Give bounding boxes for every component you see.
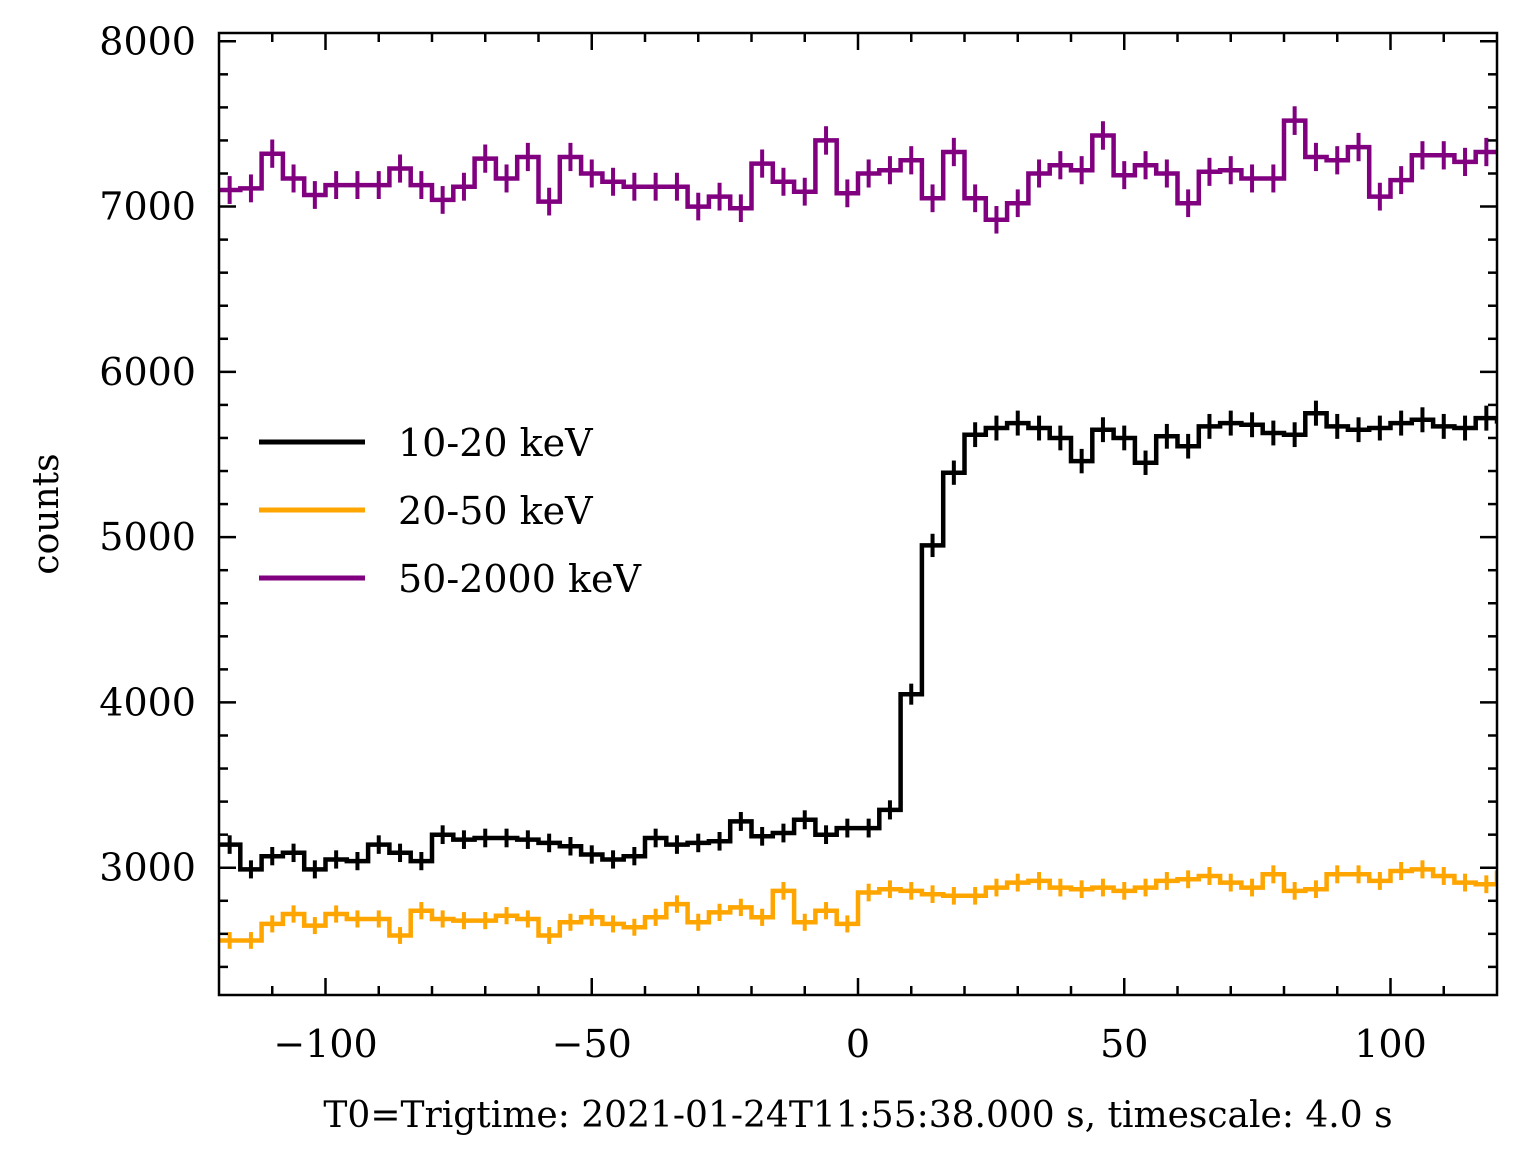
y-tick-label: 8000 — [99, 19, 196, 63]
tick-labels: −100 −50 0 50 100 3000 4000 5000 6000 7000 8000 — [99, 19, 1426, 1066]
x-tick-label: 100 — [1354, 1022, 1427, 1066]
legend: 10-20 keV 20-50 keV 50-2000 keV — [259, 421, 641, 601]
series-50-2000-keV — [219, 106, 1497, 234]
series-line — [219, 867, 1497, 943]
series-20-50-keV — [219, 860, 1497, 949]
ticks-layer — [219, 33, 1497, 995]
y-tick-label: 6000 — [99, 350, 196, 394]
x-tick-label: 50 — [1100, 1022, 1148, 1066]
y-axis-label: counts — [26, 453, 67, 574]
x-tick-label: 0 — [846, 1022, 870, 1066]
legend-label: 20-50 keV — [398, 489, 593, 533]
legend-item: 10-20 keV — [259, 421, 593, 465]
x-axis-label: T0=Trigtime: 2021-01-24T11:55:38.000 s, … — [323, 1095, 1392, 1136]
series-line — [219, 410, 1497, 872]
legend-item: 50-2000 keV — [259, 557, 641, 601]
legend-label: 50-2000 keV — [398, 557, 641, 601]
legend-label: 10-20 keV — [398, 421, 593, 465]
series-10-20-keV — [219, 400, 1497, 879]
series-layer — [219, 106, 1497, 949]
y-tick-label: 7000 — [99, 185, 196, 229]
y-tick-label: 4000 — [99, 680, 196, 724]
legend-item: 20-50 keV — [259, 489, 593, 533]
x-tick-label: −100 — [273, 1022, 377, 1066]
plot-frame — [217, 31, 1499, 997]
y-tick-label: 5000 — [99, 515, 196, 559]
y-tick-label: 3000 — [99, 846, 196, 890]
x-tick-label: −50 — [552, 1022, 632, 1066]
